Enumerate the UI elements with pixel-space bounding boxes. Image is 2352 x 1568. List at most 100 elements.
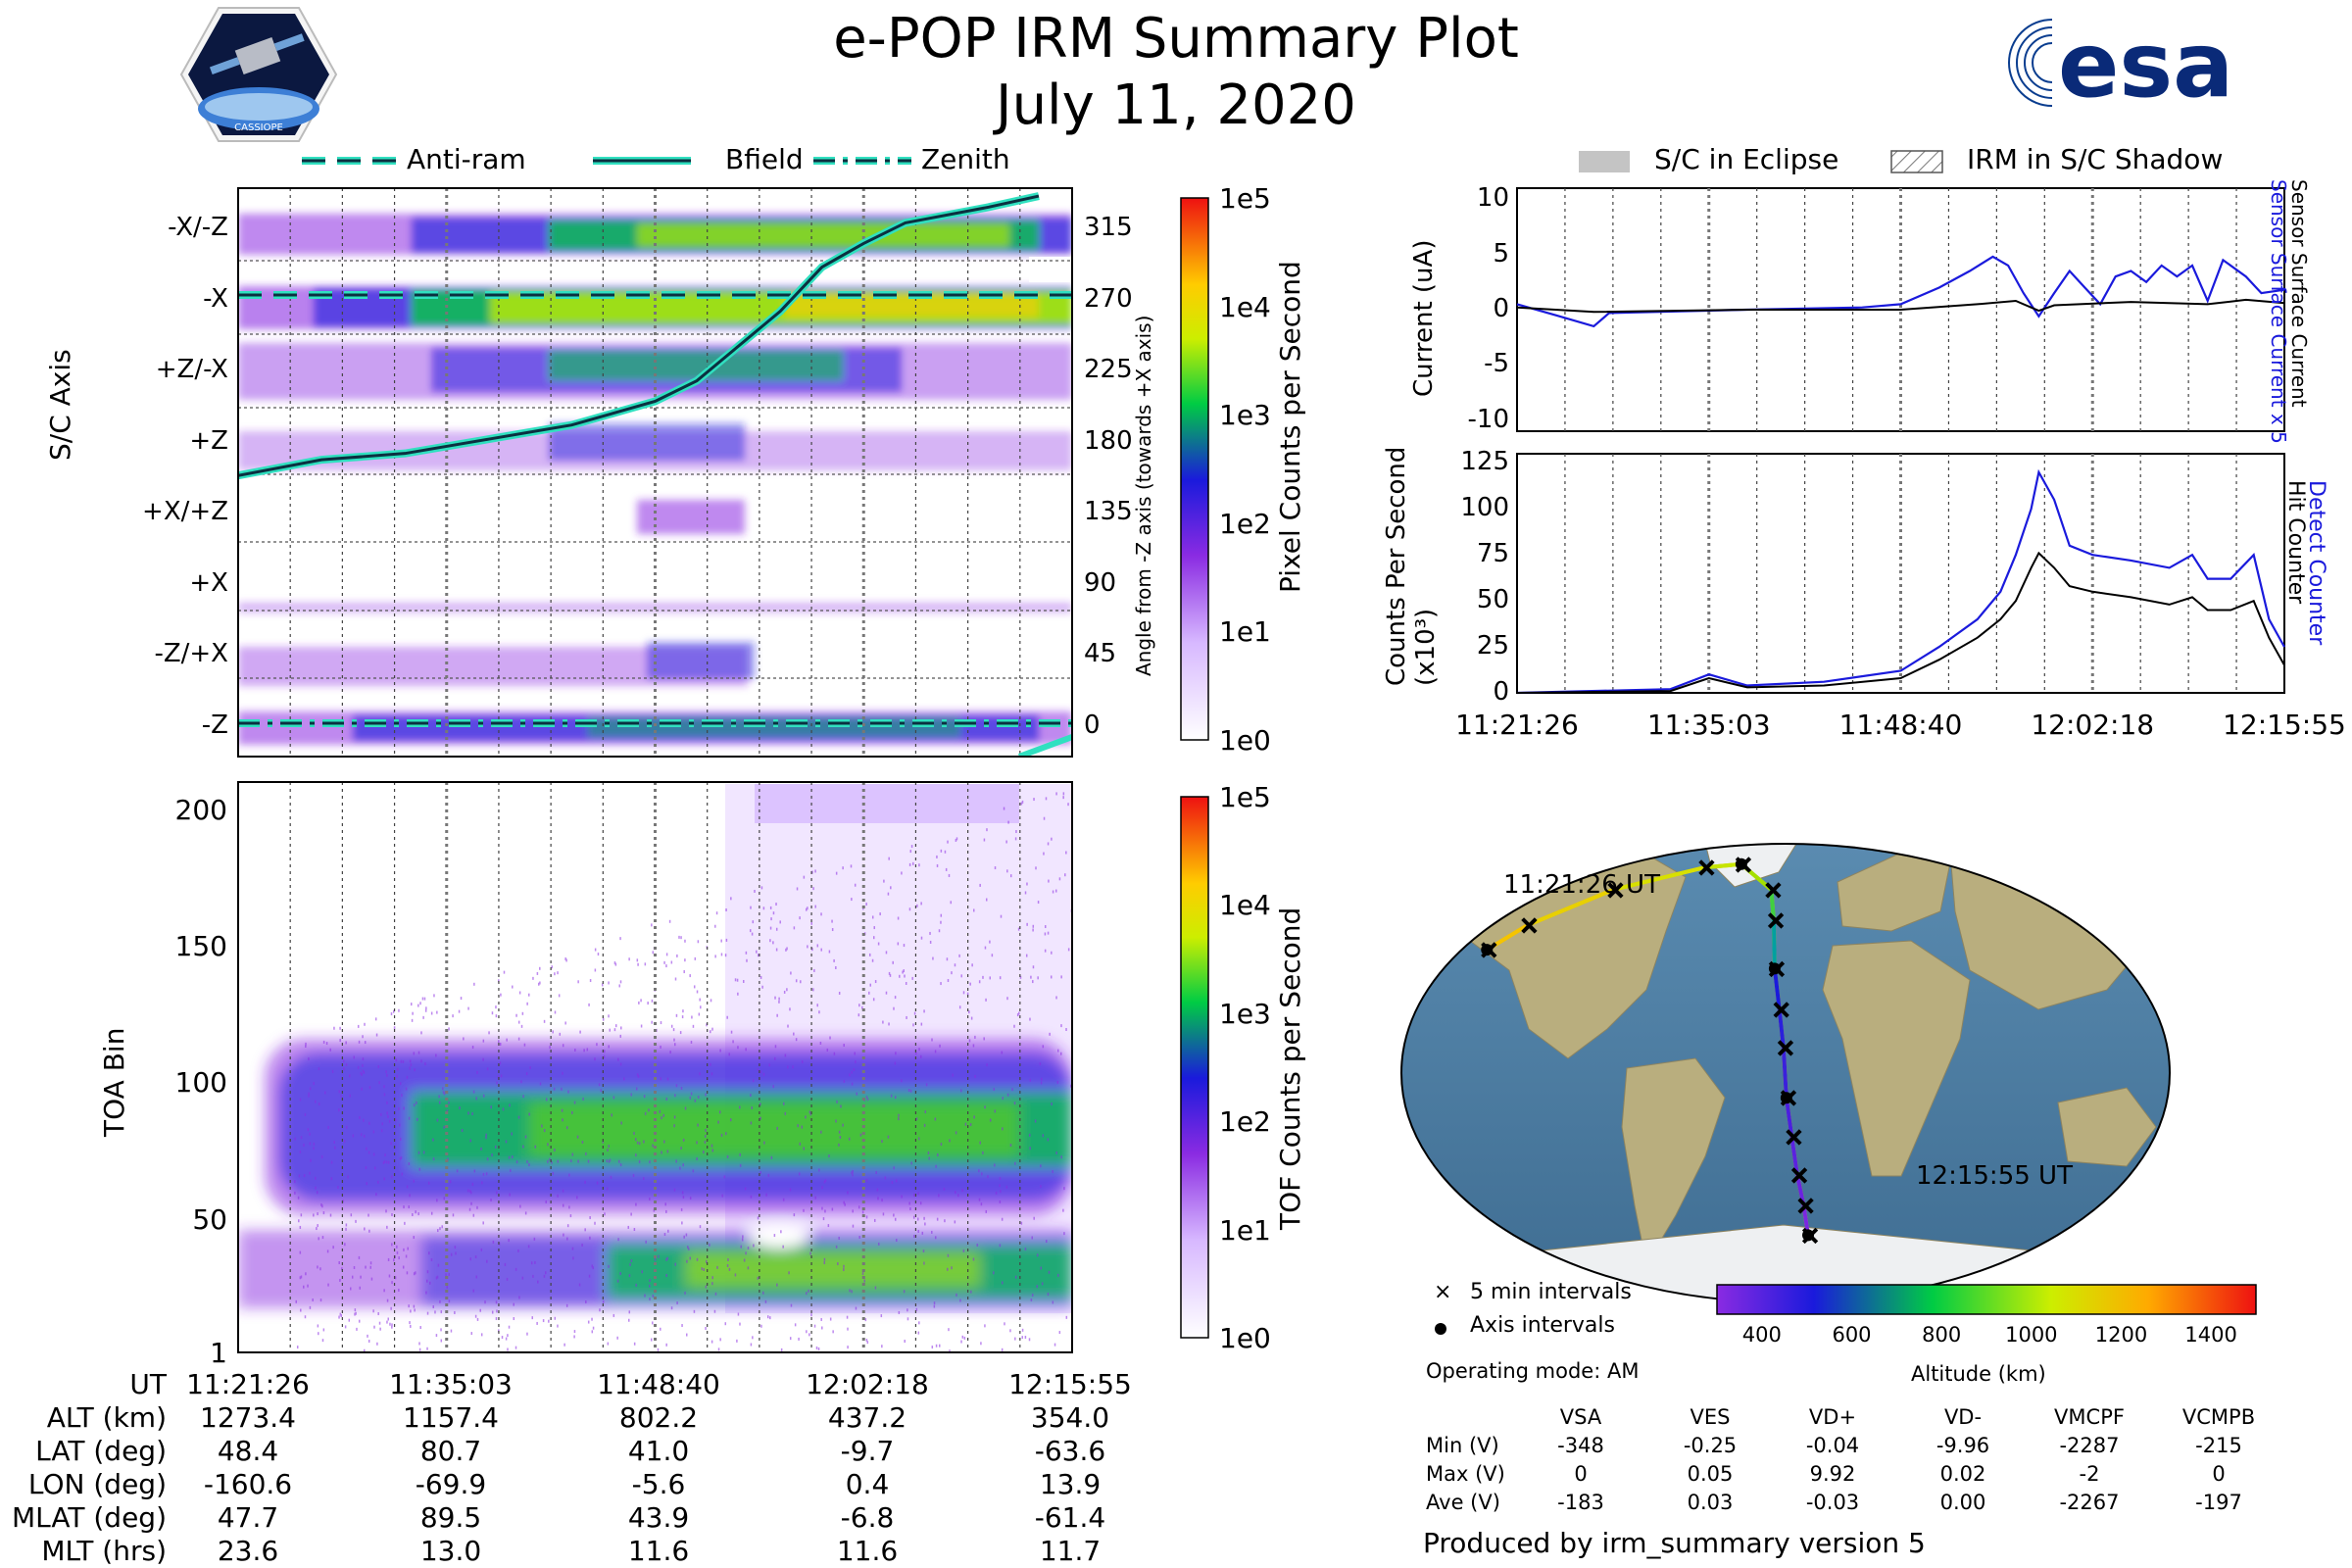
plot-title: e-POP IRM Summary Plot — [833, 7, 1519, 71]
voltage-cell: 0.02 — [1939, 1462, 1986, 1486]
pixel-colorbar — [1180, 197, 1209, 741]
legend-bfield: Bfield — [725, 143, 804, 175]
sc-axis-tick-label: -X — [203, 283, 228, 314]
track-interval-marker: × — [1784, 1123, 1803, 1151]
tof-colorbar-tick: 1e1 — [1219, 1213, 1271, 1247]
ground-track-segment — [1789, 1136, 1799, 1176]
sc-axis-tick-label: +Z — [189, 425, 228, 456]
logo-caption: CASSIOPE — [234, 122, 283, 133]
track-axis-marker — [1802, 1229, 1815, 1242]
toa-tick-label: 1 — [210, 1337, 227, 1369]
ephemeris-cell: -6.8 — [840, 1501, 895, 1534]
legend-eclipse: S/C in Eclipse — [1654, 143, 1839, 175]
altitude-tick-label: 600 — [1832, 1323, 1872, 1347]
counts-x-tick-label: 11:35:03 — [1646, 709, 1771, 741]
voltage-row-label: Ave (V) — [1426, 1491, 1500, 1514]
counts-tick-label: 0 — [1493, 677, 1509, 707]
ephemeris-row-label: UT — [129, 1368, 167, 1400]
current-tick-label: -5 — [1484, 349, 1509, 379]
altitude-tick-label: 1400 — [2184, 1323, 2237, 1347]
track-interval-marker: × — [1772, 996, 1791, 1023]
counts-x-tick-label: 12:15:55 — [2223, 709, 2346, 741]
counts-x-tick-label: 11:48:40 — [1838, 709, 1963, 741]
voltage-cell: -0.25 — [1683, 1434, 1738, 1457]
altitude-tick-label: 1000 — [2005, 1323, 2058, 1347]
counts-tick-label: 100 — [1460, 493, 1509, 523]
pixel-colorbar-tick: 1e4 — [1219, 290, 1271, 323]
ephemeris-cell: 11.6 — [627, 1535, 690, 1567]
dot-marker-icon — [1435, 1323, 1446, 1335]
ephemeris-cell: 11.6 — [836, 1535, 899, 1567]
ephemeris-cell: 11:21:26 — [186, 1368, 310, 1400]
map-end-label: 12:15:55 UT — [1916, 1161, 2073, 1191]
cassiope-logo: CASSIOPE — [179, 6, 338, 143]
voltage-cell: -2 — [2079, 1462, 2100, 1486]
tof-colorbar-tick: 1e5 — [1219, 781, 1271, 813]
tof-colorbar-tick: 1e4 — [1219, 889, 1271, 922]
counts-tick-label: 50 — [1476, 585, 1509, 615]
ephemeris-cell: 13.0 — [419, 1535, 482, 1567]
pixel-colorbar-tick: 1e0 — [1219, 724, 1271, 757]
pixel-colorbar-tick: 1e5 — [1219, 182, 1271, 215]
sc-axis-tick-label: +X/+Z — [142, 497, 228, 527]
sc-axis-tick-label: -X/-Z — [168, 213, 228, 243]
track-axis-marker — [1780, 1092, 1792, 1104]
altitude-label: Altitude (km) — [1911, 1362, 2046, 1386]
track-interval-marker: × — [1696, 854, 1716, 881]
track-interval-marker: × — [1789, 1161, 1809, 1189]
ephemeris-cell: 43.9 — [627, 1501, 690, 1534]
ephemeris-cell: -160.6 — [203, 1468, 293, 1500]
ephemeris-cell: 41.0 — [627, 1435, 690, 1467]
track-interval-marker: × — [1519, 911, 1539, 939]
ground-track-segment — [1777, 1008, 1786, 1049]
ephemeris-cell: -9.7 — [840, 1435, 895, 1467]
operating-mode: Operating mode: AM — [1426, 1359, 1640, 1383]
tof-colorbar — [1180, 796, 1209, 1339]
ground-track-segment — [1781, 1047, 1788, 1099]
sc-angle-tick-label: 45 — [1084, 639, 1117, 669]
track-axis-marker — [1481, 944, 1494, 956]
sc-axis-panel — [237, 186, 1073, 759]
pixel-colorbar-tick: 1e1 — [1219, 615, 1271, 649]
ground-track-segment — [1526, 887, 1615, 928]
voltage-cell: 0.00 — [1939, 1491, 1986, 1514]
esa-wordmark: esa — [2058, 14, 2233, 112]
ephemeris-row-label: ALT (km) — [46, 1401, 167, 1434]
sc-axis-tick-label: -Z/+X — [154, 639, 228, 669]
ground-track-segment — [1740, 862, 1773, 892]
current-panel — [1516, 187, 2285, 432]
ground-track-segment — [1794, 1174, 1806, 1206]
counts-panel — [1516, 453, 2285, 695]
toa-tick-label: 100 — [174, 1066, 227, 1100]
ephemeris-cell: 0.4 — [845, 1468, 890, 1500]
track-interval-marker: × — [1795, 1192, 1815, 1219]
voltage-cell: -197 — [2195, 1491, 2242, 1514]
voltage-cell: 0 — [2212, 1462, 2226, 1486]
map-start-label: 11:21:26 UT — [1503, 870, 1660, 900]
voltage-cell: -215 — [2195, 1434, 2242, 1457]
ground-track-segment — [1769, 889, 1776, 921]
sc-angle-tick-label: 135 — [1084, 497, 1133, 527]
ephemeris-cell: 13.9 — [1039, 1468, 1102, 1500]
track-interval-marker: × — [1763, 876, 1783, 904]
esa-logo-icon: esa — [2008, 14, 2233, 112]
voltage-row-label: Min (V) — [1426, 1434, 1499, 1457]
ephemeris-cell: 11:35:03 — [389, 1368, 513, 1400]
sc-angle-tick-label: 90 — [1084, 567, 1117, 598]
voltage-cell: 9.92 — [1809, 1462, 1856, 1486]
counts-x-tick-label: 11:21:26 — [1455, 709, 1579, 741]
counts-tick-label: 75 — [1476, 539, 1509, 569]
cassiope-logo-icon: CASSIOPE — [179, 7, 338, 142]
footer-text: Produced by irm_summary version 5 — [1423, 1527, 1926, 1559]
ephemeris-cell: 12:15:55 — [1008, 1368, 1132, 1400]
x-marker-icon: × — [1434, 1280, 1451, 1304]
toa-heatmap — [238, 784, 1072, 1352]
current-tick-label: -10 — [1467, 404, 1509, 434]
toa-panel — [237, 781, 1073, 1353]
voltage-cell: -9.96 — [1936, 1434, 1990, 1457]
sc-angle-tick-label: 315 — [1084, 213, 1133, 243]
legend-top-left: Anti-ram Bfield Zenith — [294, 142, 1039, 181]
voltage-header: VCMPB — [2181, 1405, 2256, 1429]
ephemeris-cell: 1273.4 — [200, 1401, 296, 1434]
altitude-colorbar — [1716, 1284, 2257, 1315]
